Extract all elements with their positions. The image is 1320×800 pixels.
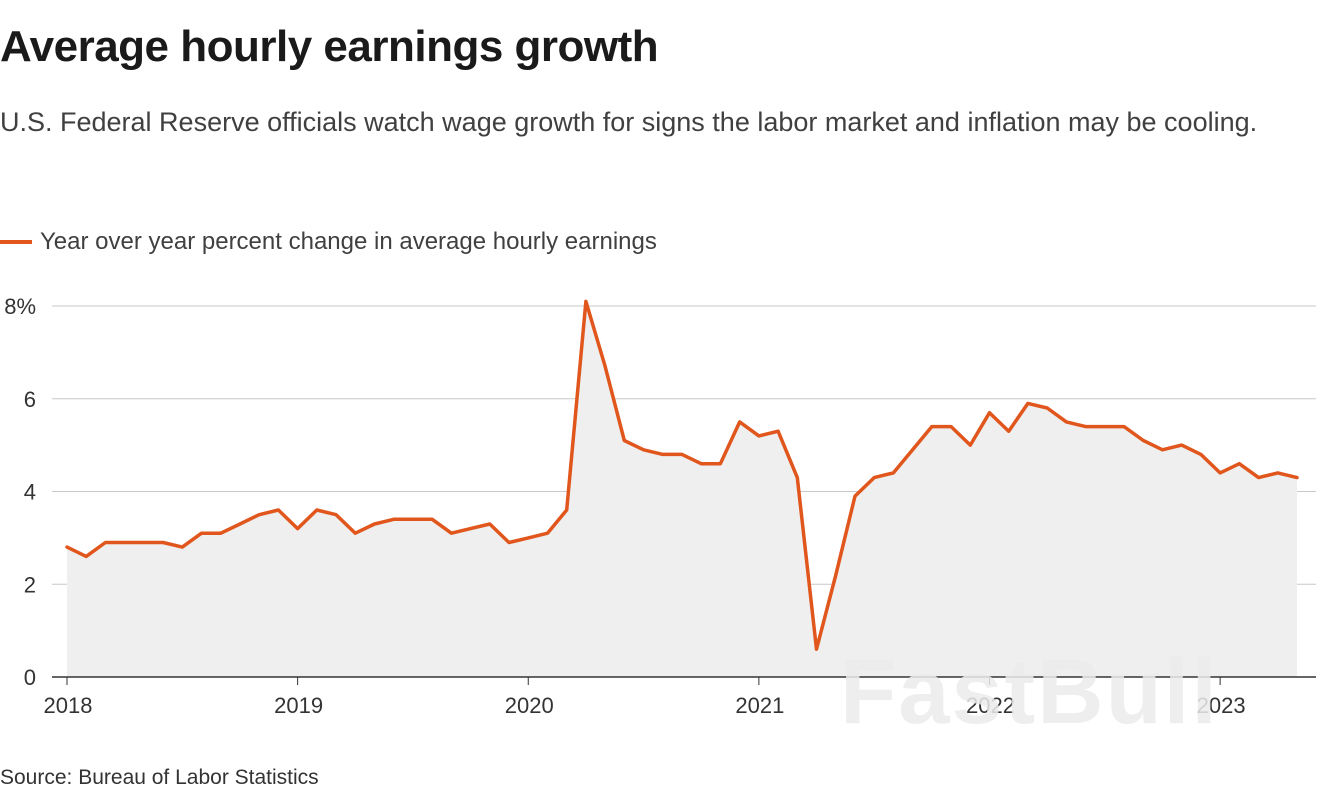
data-point	[584, 300, 588, 303]
data-point	[623, 439, 626, 442]
y-tick-label: 4	[24, 480, 36, 505]
x-tick-label: 2019	[274, 693, 323, 718]
x-tick-label: 2020	[505, 693, 554, 718]
data-point	[603, 365, 607, 368]
data-point	[488, 522, 491, 526]
data-point	[642, 448, 645, 451]
data-point	[411, 518, 415, 521]
data-point	[911, 448, 914, 451]
data-point	[546, 532, 549, 535]
data-point	[1257, 476, 1260, 479]
data-point	[507, 541, 511, 544]
data-point	[65, 545, 69, 549]
data-point	[1084, 425, 1087, 428]
data-point	[431, 518, 434, 521]
legend: Year over year percent change in average…	[0, 226, 657, 258]
data-point	[450, 532, 453, 535]
data-point	[373, 522, 376, 526]
data-point	[1122, 425, 1126, 428]
data-point	[1065, 420, 1068, 424]
data-point	[469, 527, 472, 530]
data-point	[1238, 462, 1241, 465]
data-point	[1218, 471, 1222, 475]
data-points	[65, 300, 1299, 651]
data-point	[949, 425, 953, 428]
data-point	[776, 430, 780, 433]
data-point	[1026, 402, 1030, 405]
data-point	[757, 434, 761, 438]
data-point	[738, 420, 741, 424]
data-point	[565, 508, 568, 512]
data-point	[200, 532, 203, 535]
data-point	[296, 527, 299, 530]
data-point	[219, 532, 222, 535]
data-point	[334, 513, 338, 516]
data-point	[969, 443, 972, 447]
y-tick-label: 8%	[4, 294, 36, 319]
x-tick-label: 2018	[44, 693, 93, 718]
y-tick-label: 6	[24, 387, 36, 412]
data-point	[1161, 448, 1164, 451]
watermark-logo: FastBull	[840, 641, 1219, 743]
data-point	[392, 518, 395, 521]
data-point	[142, 541, 146, 544]
data-point	[123, 541, 126, 544]
data-point	[680, 453, 684, 456]
data-point	[853, 494, 857, 498]
x-axis-ticks: 2018 2019 2020 2021 2022 2023	[44, 677, 1246, 718]
data-point	[930, 425, 933, 428]
area-fill	[67, 301, 1297, 677]
data-point	[315, 508, 318, 512]
data-point	[1276, 471, 1280, 475]
data-point	[988, 411, 991, 414]
data-point	[277, 508, 280, 512]
data-point	[834, 573, 837, 577]
data-point	[815, 648, 818, 651]
data-point	[85, 555, 88, 558]
line-chart: 0 2 4 6 8% 2018 2019 2020 2021 2022 2023	[4, 294, 1316, 718]
x-tick-label: 2023	[1197, 693, 1246, 718]
chart-subtitle: U.S. Federal Reserve officials watch wag…	[0, 107, 1258, 137]
data-point	[181, 545, 184, 549]
data-point	[161, 541, 165, 544]
y-tick-label: 2	[24, 572, 36, 597]
data-point	[104, 541, 107, 544]
data-point	[238, 522, 242, 526]
data-point	[796, 476, 799, 479]
data-point	[1199, 453, 1203, 456]
x-tick-label: 2021	[735, 693, 784, 718]
y-axis-ticks: 0 2 4 6 8%	[4, 294, 36, 690]
data-point	[1295, 476, 1299, 479]
data-point	[527, 536, 530, 540]
data-point	[1142, 439, 1145, 442]
data-point	[661, 453, 664, 456]
data-point	[1103, 425, 1107, 428]
legend-label: Year over year percent change in average…	[40, 228, 657, 255]
y-tick-label: 0	[24, 665, 36, 690]
data-point	[719, 462, 722, 465]
legend-line-swatch	[0, 240, 32, 244]
data-point	[700, 462, 703, 465]
x-tick-label: 2022	[966, 693, 1015, 718]
data-point	[892, 471, 895, 475]
source-note: Source: Bureau of Labor Statistics	[0, 766, 319, 789]
chart-title: Average hourly earnings growth	[0, 22, 659, 71]
data-point	[1180, 443, 1183, 447]
data-point	[873, 476, 876, 479]
data-point	[1046, 406, 1049, 410]
data-point	[258, 513, 261, 516]
data-point	[1007, 430, 1010, 433]
data-point	[354, 532, 357, 535]
